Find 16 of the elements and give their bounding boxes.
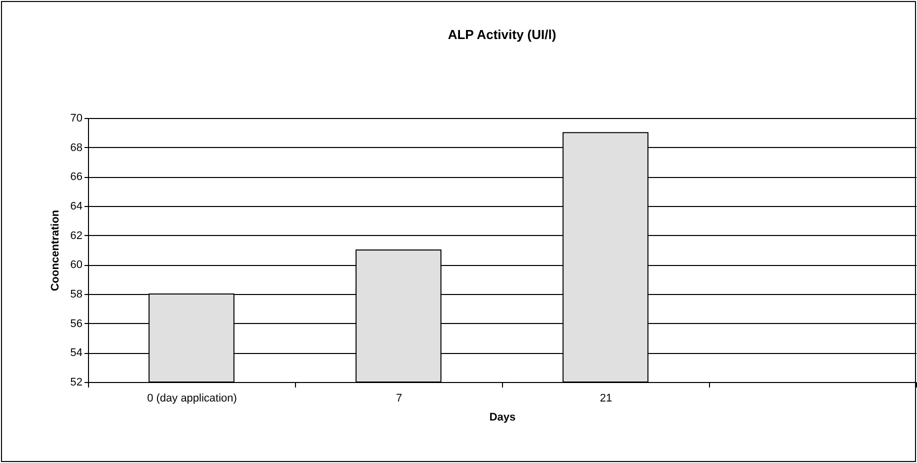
y-tick-label: 56 (70, 318, 82, 330)
y-tick-label: 66 (70, 171, 82, 184)
x-tick-label: 21 (600, 392, 612, 404)
y-tick-label: 64 (70, 200, 82, 212)
x-axis-title: Days (489, 412, 516, 424)
y-tick-label: 60 (70, 259, 82, 272)
y-tick-label: 52 (70, 376, 82, 388)
y-tick-label: 54 (70, 347, 82, 360)
y-tick-label: 68 (70, 142, 82, 154)
y-tick-label: 62 (70, 230, 82, 242)
y-tick-label: 70 (70, 112, 82, 124)
chart-title: ALP Activity (UI/l) (448, 27, 556, 42)
y-tick-label: 58 (70, 288, 82, 300)
x-tick-label: 7 (396, 392, 402, 404)
y-axis-title: Cooncentration (49, 210, 62, 292)
x-tick-label: 0 (day application) (147, 392, 237, 404)
